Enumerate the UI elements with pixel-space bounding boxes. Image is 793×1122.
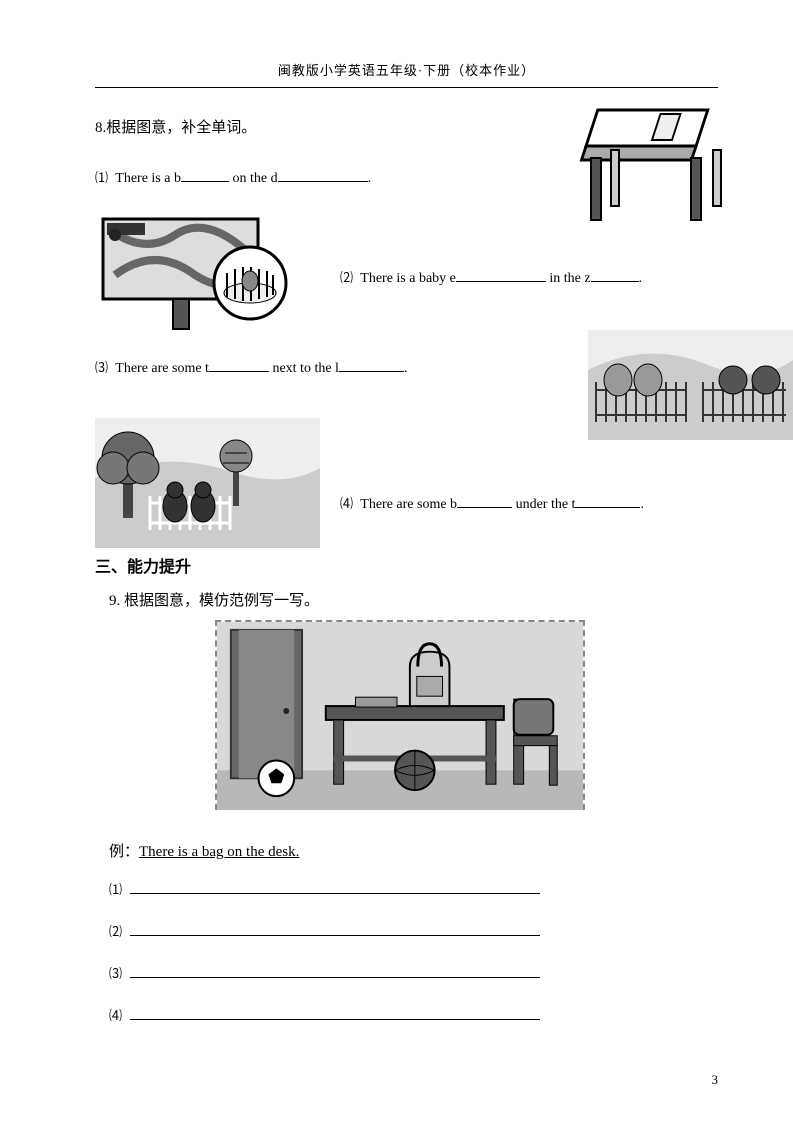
q8-item-1: ⑴ There is a b on the d.	[95, 171, 371, 186]
q9-title: 9. 根据图意，模仿范例写一写。	[109, 589, 718, 610]
q8-text-3b: next to the l	[272, 361, 339, 376]
q9-num-4: ⑷	[109, 1008, 122, 1023]
q8-num-4: ⑷	[340, 496, 353, 511]
q8-end-2: .	[639, 271, 643, 286]
blank[interactable]	[181, 168, 229, 182]
page-header: 闽教版小学英语五年级·下册（校本作业）	[95, 60, 718, 79]
q8-end-4: .	[640, 497, 644, 512]
bears-trees-illustration	[95, 418, 320, 548]
answer-blank[interactable]	[130, 880, 540, 894]
q9-num-1: ⑴	[109, 882, 122, 897]
q8-text-2b: in the z	[549, 271, 590, 286]
blank[interactable]	[456, 268, 546, 282]
blank[interactable]	[209, 358, 269, 372]
blank[interactable]	[591, 268, 639, 282]
q9-num-3: ⑶	[109, 966, 122, 981]
q9-answer-2: ⑵	[109, 921, 718, 941]
room-icon	[217, 622, 583, 810]
q9-answer-3: ⑶	[109, 963, 718, 983]
q9-illustration	[215, 620, 585, 810]
q8-num-1: ⑴	[95, 170, 108, 185]
q8-text-3a: There are some t	[115, 361, 209, 376]
q8-num-3: ⑶	[95, 360, 108, 375]
map-icon	[95, 205, 305, 335]
answer-blank[interactable]	[130, 964, 540, 978]
q8-item-2: ⑵ There is a baby e in the z.	[340, 271, 642, 286]
q9-answer-4: ⑷	[109, 1005, 718, 1025]
blank[interactable]	[457, 494, 512, 508]
header-divider	[95, 87, 718, 88]
q9-num-2: ⑵	[109, 924, 122, 939]
bears-icon	[95, 418, 320, 548]
blank[interactable]	[278, 168, 368, 182]
example-label: 例：	[109, 844, 139, 860]
q8-text-1b: on the d	[232, 171, 277, 186]
q8-text-4a: There are some b	[360, 497, 457, 512]
answer-blank[interactable]	[130, 922, 540, 936]
q8-num-2: ⑵	[340, 270, 353, 285]
desk-illustration	[573, 100, 753, 230]
q9-example: 例：There is a bag on the desk.	[109, 840, 718, 861]
page-number: 3	[712, 1072, 719, 1088]
q8-text-2a: There is a baby e	[360, 271, 456, 286]
q8-text-4b: under the t	[516, 497, 576, 512]
q8-end-3: .	[404, 361, 408, 376]
example-text: There is a bag on the desk.	[139, 844, 299, 860]
q9-answer-1: ⑴	[109, 879, 718, 899]
blank[interactable]	[339, 358, 404, 372]
answer-blank[interactable]	[130, 1006, 540, 1020]
desk-icon	[573, 100, 753, 230]
zoo-map-illustration	[95, 205, 305, 335]
q8-text-1a: There is a b	[115, 171, 181, 186]
blank[interactable]	[575, 494, 640, 508]
section-3-title: 三、能力提升	[95, 553, 718, 577]
q8-item-3: ⑶ There are some t next to the l.	[95, 361, 407, 376]
q8-end-1: .	[368, 171, 372, 186]
q8-item-4: ⑷ There are some b under the t.	[340, 497, 644, 512]
